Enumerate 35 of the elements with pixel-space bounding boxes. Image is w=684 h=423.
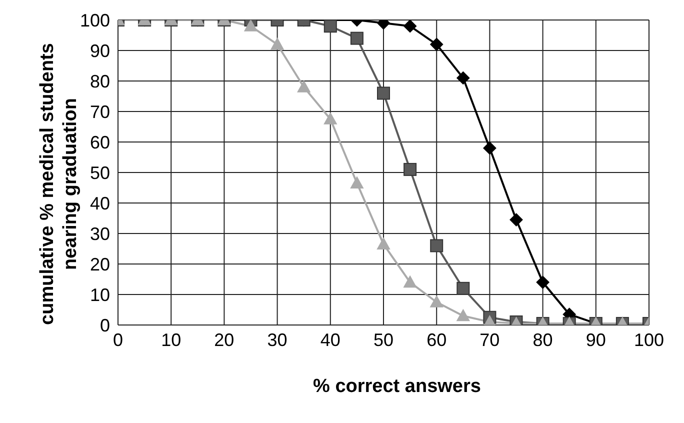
point: [510, 213, 523, 226]
point: [536, 276, 550, 289]
point: [456, 309, 470, 322]
point: [483, 142, 496, 155]
y-tick-label: 80: [90, 71, 110, 92]
x-axis-title: % correct answers: [312, 376, 482, 398]
x-tick-label: 30: [267, 330, 288, 350]
x-tick-label: 50: [373, 330, 394, 350]
y-tick-label: 40: [90, 193, 110, 214]
point: [377, 238, 390, 250]
x-tick-label: 40: [320, 330, 340, 350]
x-tick-label: 100: [634, 330, 664, 350]
y-tick-label: 100: [80, 10, 110, 30]
y-tick-label: 30: [90, 224, 110, 244]
y-tick-label: 50: [90, 162, 110, 183]
x-tick-label: 0: [112, 330, 124, 350]
x-tick-label: 70: [480, 330, 500, 350]
y-tick-label: 70: [90, 102, 110, 122]
y-tick-label: 60: [90, 132, 110, 152]
y-tick-label: 0: [100, 315, 110, 336]
x-tick-label: 60: [426, 330, 447, 350]
point: [456, 282, 470, 295]
point: [404, 162, 417, 176]
y-tick-label: 10: [90, 284, 110, 305]
y-tick-label: 90: [90, 40, 110, 61]
point: [430, 296, 444, 308]
y-axis-title: cumulative % medical students nearing graduation: [37, 43, 81, 325]
point: [430, 239, 444, 252]
y-tick-label: 20: [90, 254, 110, 274]
x-tick-label: 20: [214, 330, 234, 350]
x-tick-label: 10: [161, 330, 182, 350]
point: [350, 176, 364, 188]
point: [404, 276, 417, 288]
x-tick-label: 90: [586, 330, 606, 350]
x-tick-label: 80: [532, 330, 553, 350]
